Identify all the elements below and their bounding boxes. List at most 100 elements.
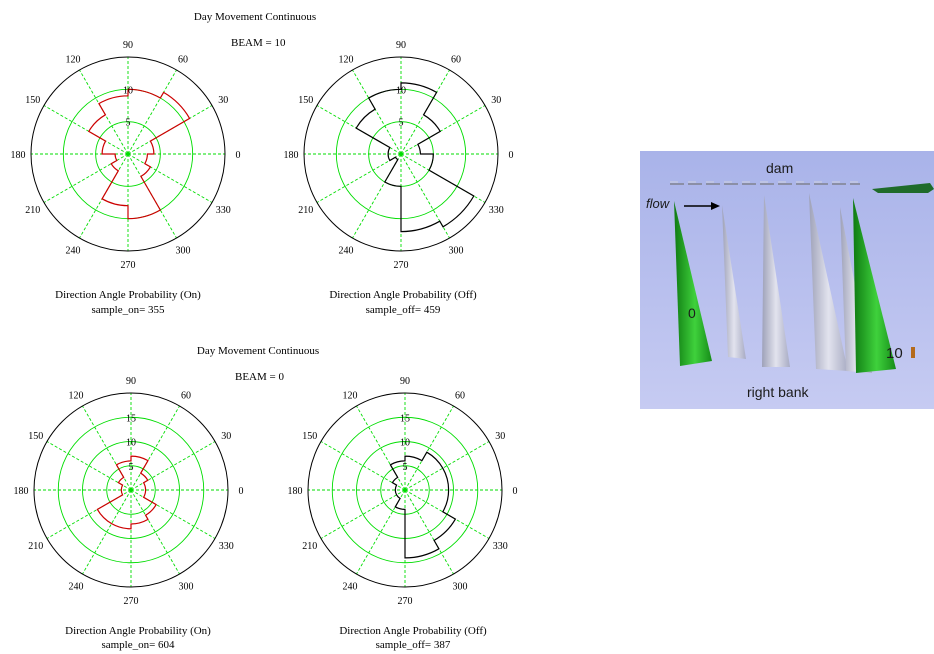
angle-tick-label: 240 (339, 245, 354, 256)
dam-label: dam (766, 160, 794, 176)
angular-grid-spoke (352, 69, 402, 155)
angular-grid-spoke (130, 405, 180, 491)
radial-tick-label: 10 (396, 85, 406, 96)
radial-tick-label: 5 (399, 118, 404, 129)
boat-icon (872, 183, 934, 193)
angular-grid-spoke (404, 489, 454, 575)
angular-grid-spoke (404, 405, 454, 491)
radial-tick-label: 10 (400, 438, 410, 449)
angle-tick-label: 300 (449, 245, 464, 256)
angular-grid-spoke (320, 489, 406, 539)
angle-tick-label: 120 (339, 55, 354, 66)
angle-tick-label: 180 (11, 150, 26, 161)
grey-beam-cone (722, 205, 746, 359)
angle-tick-label: 300 (453, 581, 468, 592)
flow-label: flow (646, 196, 670, 211)
angular-grid-spoke (404, 489, 490, 539)
angle-tick-label: 0 (509, 150, 514, 161)
plot2-sample: sample_off= 459 (365, 304, 441, 316)
marker-block (911, 347, 915, 358)
angle-tick-label: 210 (298, 205, 313, 216)
plot2-xlabel: Direction Angle Probability (Off) (329, 289, 477, 301)
histogram-series (87, 88, 191, 220)
angle-tick-label: 150 (302, 431, 317, 442)
angle-tick-label: 330 (489, 205, 504, 216)
angle-tick-label: 300 (176, 245, 191, 256)
angle-tick-label: 120 (343, 391, 358, 402)
radial-tick-label: 5 (129, 462, 134, 473)
angle-tick-label: 60 (178, 55, 188, 66)
radial-tick-label: 10 (123, 85, 133, 96)
histogram-series (355, 82, 475, 233)
angular-grid-spoke (320, 441, 406, 491)
angle-tick-label: 90 (126, 376, 136, 387)
angular-grid-spoke (404, 441, 490, 491)
panel1-beam-label: BEAM = 10 (231, 37, 286, 49)
angle-tick-label: 90 (123, 40, 133, 51)
angle-tick-label: 330 (493, 541, 508, 552)
angular-grid-spoke (400, 105, 486, 155)
angle-tick-label: 180 (284, 150, 299, 161)
angle-tick-label: 210 (302, 541, 317, 552)
angular-grid-spoke (316, 153, 402, 203)
angle-tick-label: 30 (221, 431, 231, 442)
right-beam-marker: 10 (886, 345, 903, 362)
grey-beam-cone (762, 195, 790, 367)
plot1-sample: sample_on= 355 (91, 304, 165, 316)
radial-grid-circle (106, 465, 156, 515)
angle-tick-label: 120 (66, 55, 81, 66)
green-beam-cone-left (674, 201, 712, 366)
angle-tick-label: 30 (495, 431, 505, 442)
angle-tick-label: 240 (66, 245, 81, 256)
angular-grid-spoke (79, 153, 129, 239)
grey-beam-cone (809, 193, 848, 371)
angle-tick-label: 150 (28, 431, 43, 442)
panel2-beam-label: BEAM = 0 (235, 371, 284, 383)
angle-tick-label: 150 (25, 95, 40, 106)
flow-arrow-icon (684, 202, 720, 210)
dam-structure (670, 181, 860, 185)
panel1-title: Day Movement Continuous (193, 11, 317, 23)
angle-tick-label: 270 (121, 260, 136, 271)
histogram-series (96, 455, 158, 530)
angular-grid-spoke (127, 153, 213, 203)
right-bank-label: right bank (747, 384, 809, 400)
outer-circle (33, 392, 229, 588)
radial-tick-label: 5 (403, 462, 408, 473)
angle-tick-label: 90 (400, 376, 410, 387)
angle-tick-label: 0 (236, 150, 241, 161)
angle-tick-label: 270 (398, 596, 413, 607)
angle-tick-label: 150 (298, 95, 313, 106)
beam-scene-image: dam flow 0 10 right bank (640, 151, 934, 409)
angular-grid-spoke (130, 489, 180, 575)
radial-grid-circle (82, 441, 180, 539)
histogram-series (389, 451, 457, 559)
angle-tick-label: 270 (394, 260, 409, 271)
radial-tick-label: 15 (400, 413, 410, 424)
angle-tick-label: 300 (179, 581, 194, 592)
plot3-xlabel: Direction Angle Probability (On) (65, 625, 211, 637)
angular-grid-spoke (127, 69, 177, 155)
angular-grid-spoke (79, 69, 129, 155)
angle-tick-label: 0 (239, 486, 244, 497)
angle-tick-label: 180 (14, 486, 29, 497)
angle-tick-label: 0 (513, 486, 518, 497)
angle-tick-label: 330 (216, 205, 231, 216)
angle-tick-label: 90 (396, 40, 406, 51)
plot3-sample: sample_on= 604 (101, 639, 175, 651)
radial-tick-label: 15 (126, 413, 136, 424)
angular-grid-spoke (82, 489, 132, 575)
angular-grid-spoke (127, 153, 177, 239)
radial-tick-label: 5 (126, 118, 131, 129)
angle-tick-label: 60 (455, 391, 465, 402)
panel2-title: Day Movement Continuous (196, 345, 320, 357)
green-beam-cone-right (853, 198, 896, 373)
angular-grid-spoke (127, 105, 213, 155)
angular-grid-spoke (43, 105, 129, 155)
angle-tick-label: 240 (343, 581, 358, 592)
plot4-xlabel: Direction Angle Probability (Off) (339, 625, 487, 637)
angle-tick-label: 60 (451, 55, 461, 66)
